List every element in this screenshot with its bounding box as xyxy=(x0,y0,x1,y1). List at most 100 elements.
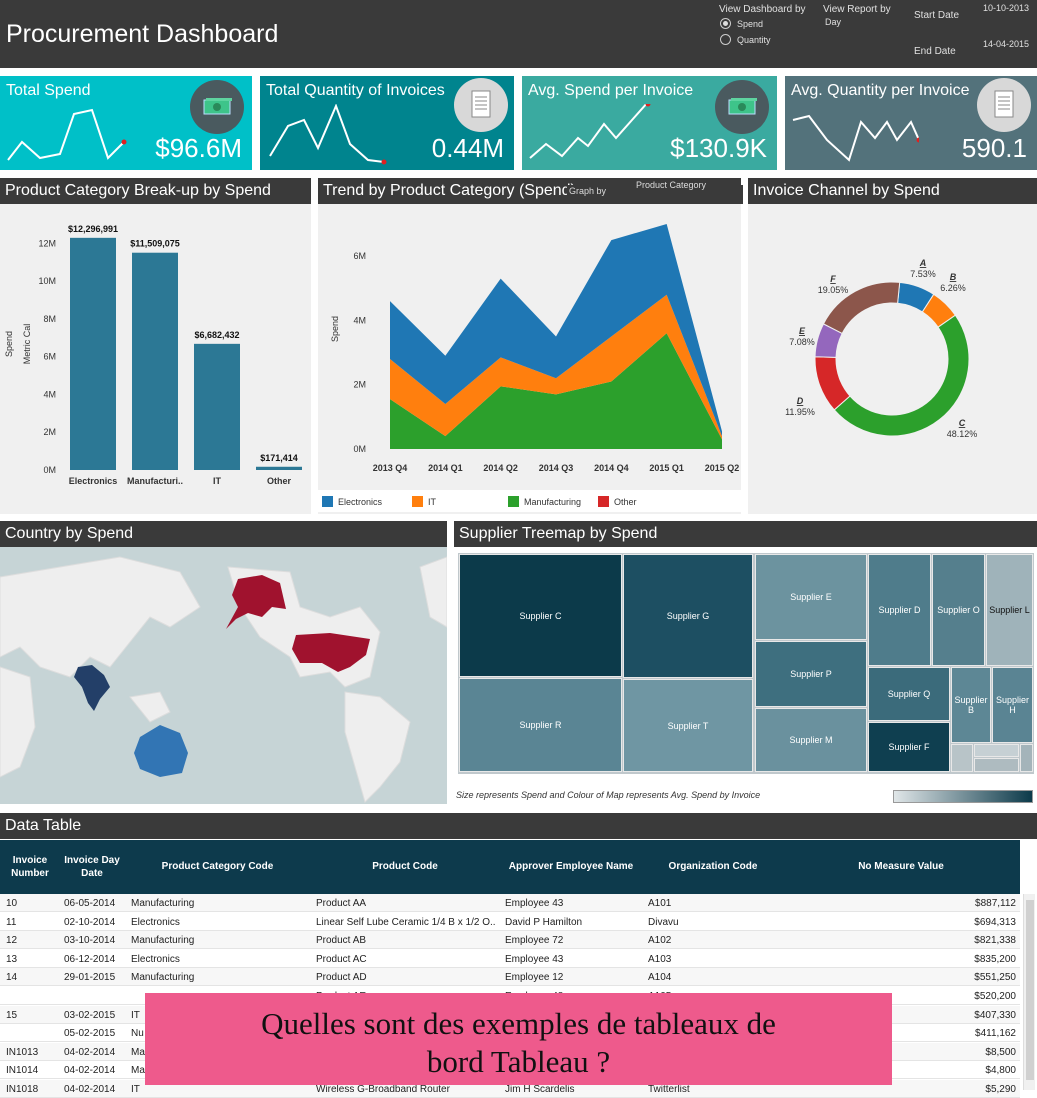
x-tick-label: 2015 Q2 xyxy=(705,463,740,473)
col-category-code[interactable]: Product Category Code xyxy=(161,861,274,872)
table-row[interactable]: 13 06-12-2014 Electronics Product AC Employe… xyxy=(0,949,1020,968)
treemap-tile[interactable]: Supplier Q xyxy=(868,667,950,721)
treemap-tile-small[interactable] xyxy=(974,744,1019,757)
table-cell: 06-05-2014 xyxy=(64,898,116,909)
x-tick-label: 2014 Q1 xyxy=(428,463,463,473)
treemap-tile[interactable]: Supplier T xyxy=(623,679,753,772)
col-measure-value[interactable]: No Measure Value xyxy=(858,861,944,872)
start-date-label: Start Date xyxy=(914,10,960,21)
bar-value-label: $171,414 xyxy=(260,453,298,463)
dashboard-header: Procurement Dashboard View Dashboard by … xyxy=(0,0,1037,68)
x-tick-label: 2014 Q3 xyxy=(539,463,574,473)
kpi-title: Total Spend xyxy=(6,82,91,99)
kpi-title: Avg. Quantity per Invoice xyxy=(791,82,970,99)
table-cell: $520,200 xyxy=(974,991,1016,1002)
treemap-tile[interactable]: Supplier C xyxy=(459,554,622,677)
table-cell: $407,330 xyxy=(974,1009,1016,1021)
kpi-sparkline xyxy=(269,104,387,165)
slice-label: A xyxy=(919,258,927,268)
section-header-category: Product Category Break-up by Spend xyxy=(0,178,311,204)
graph-by-label: Graph by xyxy=(569,186,607,196)
land-indonesia xyxy=(129,691,171,723)
supplier-treemap-panel: Supplier C Supplier G Supplier E Supplier D… xyxy=(454,547,1037,809)
y-tick-label: 4M xyxy=(43,389,56,399)
graph-by-select[interactable]: Product Category xyxy=(636,180,707,190)
bar-3 xyxy=(256,466,302,470)
treemap-tile[interactable]: Supplier G xyxy=(623,554,753,678)
invoice-icon xyxy=(454,78,508,132)
table-cell: $551,250 xyxy=(974,972,1016,984)
treemap-tile-small[interactable] xyxy=(974,758,1019,772)
land-europe xyxy=(419,556,448,628)
y-axis-label: Spend xyxy=(330,316,340,342)
section-header-supplier: Supplier Treemap by Spend xyxy=(454,521,1037,547)
col-approver[interactable]: Approver Employee Name xyxy=(508,861,634,872)
end-date-value[interactable]: 14-04-2015 xyxy=(983,39,1030,49)
y-axis-label-2: Metric Cal xyxy=(22,324,32,365)
treemap-tile[interactable]: Supplier L xyxy=(986,554,1033,666)
radio-spend-label: Spend xyxy=(737,19,764,29)
slice-label: D xyxy=(797,396,804,406)
col-invoice-date[interactable]: Invoice Day Date xyxy=(64,855,120,879)
table-row[interactable]: 12 03-10-2014 Manufacturing Product AB Emplo… xyxy=(0,931,1020,950)
col-org-code[interactable]: Organization Code xyxy=(668,861,758,872)
area-series-2 xyxy=(390,224,722,437)
world-map xyxy=(0,556,448,803)
table-cell: Product AC xyxy=(316,953,367,965)
treemap-tile[interactable]: Supplier M xyxy=(755,708,867,772)
country-alaska[interactable] xyxy=(226,575,286,629)
table-cell: 06-12-2014 xyxy=(64,953,116,965)
scrollbar-thumb[interactable] xyxy=(1026,900,1034,1080)
treemap-tile-small[interactable] xyxy=(1020,744,1033,772)
treemap-tile[interactable]: Supplier E xyxy=(755,554,867,640)
table-cell: Employee 72 xyxy=(505,935,564,947)
slice-pct: 7.53% xyxy=(910,269,936,279)
country-australia[interactable] xyxy=(134,725,188,777)
radio-spend[interactable] xyxy=(720,18,731,29)
table-cell: 14 xyxy=(6,972,18,984)
x-tick-label: Other xyxy=(267,476,292,486)
kpi-avg-quantity: Avg. Quantity per Invoice 590.1 xyxy=(785,76,1037,170)
bar-0 xyxy=(70,237,116,470)
trend-area-panel: 0M 2M 4M 6M Spend 2013 Q4 2014 Q1 2014 Q2 2014 Q… xyxy=(318,204,741,514)
country-map[interactable] xyxy=(0,547,448,804)
table-row[interactable]: 10 06-05-2014 Manufacturing Product AA Emplo… xyxy=(0,894,1020,912)
treemap-tile-small[interactable] xyxy=(951,744,973,772)
treemap-tile[interactable]: Supplier O xyxy=(932,554,985,666)
view-report-select[interactable]: Day xyxy=(825,17,842,27)
radio-quantity[interactable] xyxy=(720,34,731,45)
table-cell: 04-02-2014 xyxy=(64,1046,116,1058)
table-row[interactable]: 11 02-10-2014 Electronics Linear Self Lube … xyxy=(0,912,1020,931)
kpi-total-quantity: Total Quantity of Invoices 0.44M xyxy=(260,76,514,170)
treemap-tile[interactable]: Supplier D xyxy=(868,554,931,666)
treemap-tile[interactable]: Supplier H xyxy=(992,667,1033,743)
view-dashboard-label: View Dashboard by xyxy=(719,4,806,15)
treemap-tile[interactable]: Supplier R xyxy=(459,678,622,772)
country-usa[interactable] xyxy=(292,633,370,672)
y-tick-label: 12M xyxy=(38,238,56,248)
table-scrollbar[interactable] xyxy=(1023,894,1035,1090)
treemap-tile[interactable]: Supplier B xyxy=(951,667,991,743)
table-cell: 10 xyxy=(6,898,18,909)
country-india[interactable] xyxy=(74,665,110,711)
table-cell: Product AA xyxy=(316,898,367,909)
section-header-channel: Invoice Channel by Spend xyxy=(748,178,1037,204)
table-cell: Divavu xyxy=(648,916,679,928)
legend-label-3: Other xyxy=(614,497,637,507)
table-row[interactable]: 14 29-01-2015 Manufacturing Product AD Emplo… xyxy=(0,968,1020,987)
legend-swatch-2 xyxy=(508,496,519,507)
y-tick-label: 8M xyxy=(43,314,56,324)
col-product-code[interactable]: Product Code xyxy=(372,861,438,872)
start-date-value[interactable]: 10-10-2013 xyxy=(983,3,1030,13)
trend-graph-by-control[interactable]: Graph by Product Category xyxy=(567,180,743,204)
land-asia xyxy=(0,556,201,678)
kpi-value: $130.9K xyxy=(670,133,767,163)
col-invoice-number[interactable]: Invoice Number xyxy=(11,855,49,879)
channel-donut-chart: A7.53% B6.26% C48.12% D11.95% E7.08% F19.05% xyxy=(785,258,977,439)
bar-value-label: $11,509,075 xyxy=(130,239,180,249)
table-cell: $821,338 xyxy=(974,935,1016,947)
treemap-tile[interactable]: Supplier P xyxy=(755,641,867,707)
trend-title: Trend by Product Category (Spend) xyxy=(323,182,576,199)
treemap-tile[interactable]: Supplier F xyxy=(868,722,950,772)
view-report-label: View Report by xyxy=(823,4,891,15)
